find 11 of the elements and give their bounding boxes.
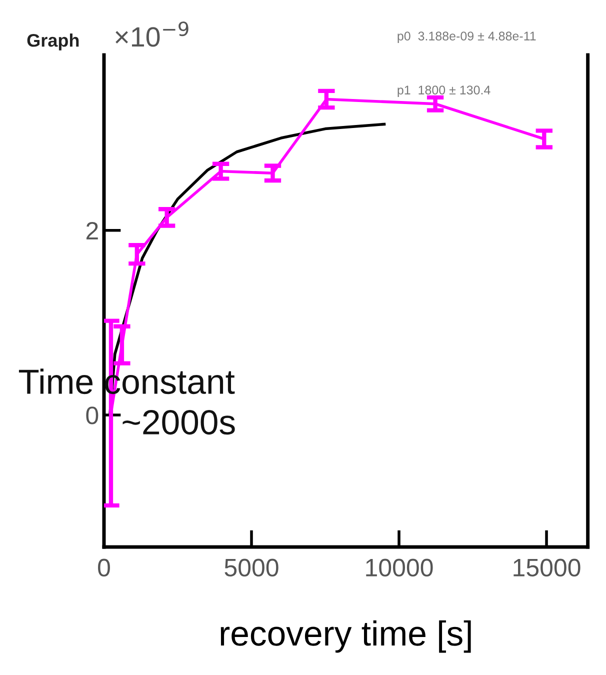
x-tick-label: 15000 bbox=[514, 558, 580, 576]
annotation: ~2000s bbox=[122, 410, 235, 435]
x-tick-label: 5000 bbox=[224, 558, 278, 576]
y-tick-label: 2 bbox=[86, 222, 98, 240]
x-axis-title: recovery time [s] bbox=[220, 620, 471, 653]
x-tick-label: 0 bbox=[98, 558, 110, 576]
text: p0 3.188e-09 ± 4.88e-11 bbox=[398, 32, 536, 43]
x-tick-label: 10000 bbox=[366, 558, 433, 576]
annotation: p1 1800 ± 130.4 bbox=[398, 86, 490, 97]
chart-title: Graph bbox=[27, 34, 79, 50]
text: ×10$^{−9}$ bbox=[116, 21, 188, 47]
